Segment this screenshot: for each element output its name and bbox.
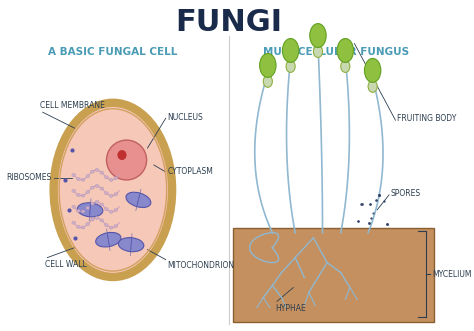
Ellipse shape — [86, 207, 90, 210]
Ellipse shape — [105, 223, 108, 226]
Ellipse shape — [72, 173, 75, 176]
Ellipse shape — [126, 192, 151, 208]
Ellipse shape — [114, 224, 118, 227]
Ellipse shape — [91, 218, 94, 221]
Ellipse shape — [86, 191, 90, 194]
Ellipse shape — [105, 208, 108, 211]
Text: CELL MEMBRANE: CELL MEMBRANE — [40, 101, 105, 110]
Ellipse shape — [76, 210, 80, 213]
Text: CYTOPLASM: CYTOPLASM — [168, 167, 213, 176]
Ellipse shape — [95, 200, 99, 203]
Ellipse shape — [365, 59, 381, 82]
Ellipse shape — [114, 177, 118, 180]
Ellipse shape — [109, 226, 113, 229]
Ellipse shape — [114, 193, 118, 196]
Ellipse shape — [263, 75, 273, 87]
Ellipse shape — [76, 194, 80, 197]
Text: SPORES: SPORES — [391, 189, 421, 198]
Ellipse shape — [368, 80, 377, 92]
Ellipse shape — [72, 205, 75, 208]
Ellipse shape — [76, 225, 80, 228]
Ellipse shape — [76, 177, 80, 180]
Ellipse shape — [72, 221, 75, 224]
Ellipse shape — [96, 232, 121, 247]
Ellipse shape — [95, 184, 99, 187]
Text: RIBOSOMES: RIBOSOMES — [7, 173, 52, 182]
Ellipse shape — [72, 189, 75, 192]
Ellipse shape — [341, 61, 350, 72]
Text: FUNGI: FUNGI — [175, 8, 282, 37]
Text: A BASIC FUNGAL CELL: A BASIC FUNGAL CELL — [48, 47, 178, 58]
Ellipse shape — [337, 38, 354, 63]
Ellipse shape — [283, 38, 299, 63]
Ellipse shape — [81, 194, 85, 197]
Ellipse shape — [310, 24, 326, 47]
Ellipse shape — [95, 168, 99, 171]
Ellipse shape — [86, 222, 90, 225]
Text: MYCELIUM: MYCELIUM — [432, 269, 472, 279]
Ellipse shape — [109, 194, 113, 197]
Ellipse shape — [91, 186, 94, 189]
Ellipse shape — [100, 171, 103, 174]
Ellipse shape — [118, 150, 127, 160]
Ellipse shape — [100, 219, 103, 222]
Ellipse shape — [91, 202, 94, 205]
Ellipse shape — [77, 203, 103, 217]
Ellipse shape — [313, 45, 322, 58]
Ellipse shape — [91, 170, 94, 173]
Ellipse shape — [81, 226, 85, 229]
Text: NUCLEUS: NUCLEUS — [168, 113, 203, 122]
Ellipse shape — [86, 175, 90, 178]
FancyBboxPatch shape — [233, 228, 434, 322]
Ellipse shape — [260, 54, 276, 77]
Ellipse shape — [109, 210, 113, 213]
Text: MITOCHONDRION: MITOCHONDRION — [168, 260, 235, 269]
Ellipse shape — [100, 203, 103, 206]
Text: HYPHAE: HYPHAE — [275, 305, 306, 313]
Ellipse shape — [105, 192, 108, 195]
Text: FRUITING BODY: FRUITING BODY — [397, 114, 456, 123]
Ellipse shape — [81, 210, 85, 213]
Ellipse shape — [118, 238, 144, 252]
Ellipse shape — [107, 140, 146, 180]
Ellipse shape — [114, 209, 118, 212]
Ellipse shape — [109, 178, 113, 181]
Text: CELL WALL: CELL WALL — [45, 260, 86, 268]
Ellipse shape — [95, 216, 99, 219]
Ellipse shape — [54, 103, 172, 277]
Ellipse shape — [286, 61, 295, 72]
Ellipse shape — [105, 176, 108, 179]
Ellipse shape — [100, 187, 103, 190]
Text: MULTICELLULAR FUNGUS: MULTICELLULAR FUNGUS — [263, 47, 409, 58]
Ellipse shape — [81, 178, 85, 181]
